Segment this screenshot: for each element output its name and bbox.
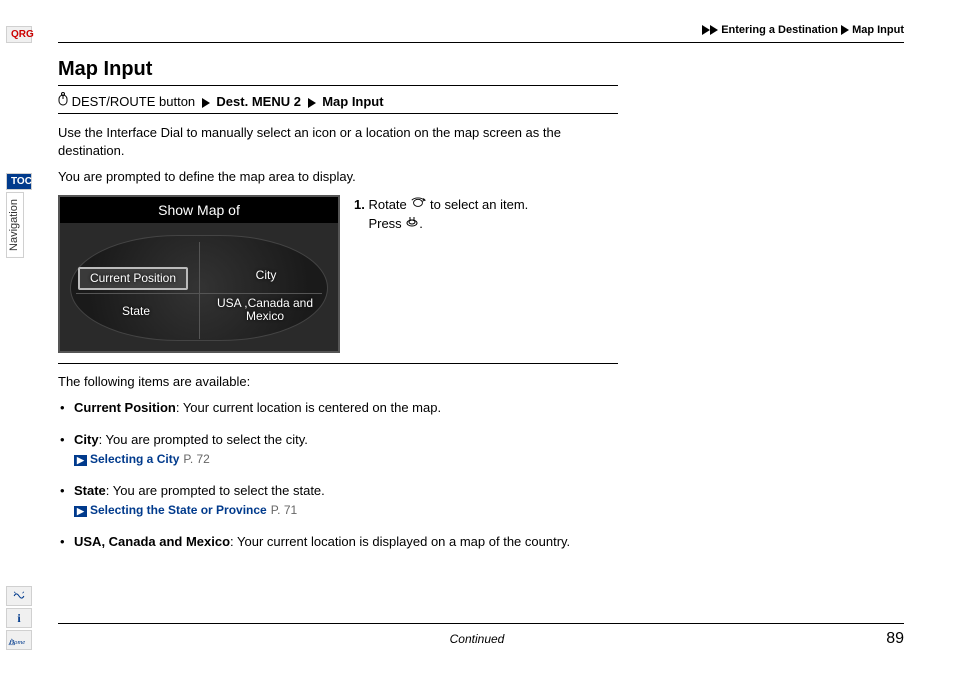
- tab-toc[interactable]: TOC: [6, 173, 32, 190]
- link-arrow-icon: ▶: [74, 506, 87, 517]
- breadcrumb-2: Map Input: [852, 24, 904, 36]
- rule: [58, 85, 618, 86]
- rule-bottom: [58, 623, 904, 624]
- rotate-dial-icon: [410, 195, 426, 214]
- rule: [58, 113, 618, 114]
- device-screenshot: Show Map of Current Position City State …: [58, 195, 340, 353]
- list-item: City: You are prompted to select the cit…: [74, 431, 638, 468]
- info-icon[interactable]: i: [6, 608, 32, 628]
- tri-icon: [308, 98, 316, 109]
- cell-current-position: Current Position: [78, 267, 188, 290]
- list-item: State: You are prompted to select the st…: [74, 482, 638, 519]
- cell-city: City: [216, 269, 316, 282]
- item-text: : Your current location is displayed on …: [230, 534, 570, 549]
- ref-selecting-city[interactable]: ▶Selecting a City P. 72: [74, 451, 638, 468]
- ref-title: Selecting the State or Province: [90, 503, 267, 517]
- ref-title: Selecting a City: [90, 452, 179, 466]
- divider: [76, 293, 322, 294]
- intro-1: Use the Interface Dial to manually selec…: [58, 124, 618, 160]
- cell-state: State: [96, 305, 176, 318]
- screenshot-title: Show Map of: [60, 197, 338, 223]
- item-label: Current Position: [74, 400, 176, 415]
- item-text: : Your current location is centered on t…: [176, 400, 441, 415]
- step-1: 1. Rotate to select an item. Press .: [354, 195, 904, 353]
- step-text: Rotate: [368, 197, 410, 212]
- breadcrumb-1: Entering a Destination: [721, 24, 838, 36]
- item-label: City: [74, 432, 99, 447]
- list-item: Current Position: Your current location …: [74, 399, 638, 417]
- link-arrow-icon: ▶: [74, 455, 87, 466]
- voice-icon[interactable]: [6, 586, 32, 606]
- rule-top: [58, 42, 904, 43]
- ref-page: P. 71: [271, 503, 297, 517]
- item-label: USA, Canada and Mexico: [74, 534, 230, 549]
- svg-text:Home: Home: [8, 639, 25, 646]
- intro-2: You are prompted to define the map area …: [58, 168, 618, 186]
- tab-qrg[interactable]: QRG: [6, 26, 32, 43]
- path-button: DEST/ROUTE button: [72, 94, 196, 109]
- press-dial-icon: [405, 214, 419, 233]
- step-text: to select an item.: [426, 197, 528, 212]
- home-icon[interactable]: Home: [6, 630, 32, 650]
- step-text: .: [419, 216, 423, 231]
- item-text: : You are prompted to select the city.: [99, 432, 308, 447]
- path-step3: Map Input: [322, 94, 383, 109]
- step-text: Press: [368, 216, 405, 231]
- tri-icon: [841, 24, 849, 36]
- tri-icon: [202, 98, 210, 109]
- tri-icon: [710, 24, 718, 36]
- dest-button-icon: [58, 94, 72, 109]
- tab-navigation[interactable]: Navigation: [6, 192, 24, 258]
- page-number: 89: [886, 630, 904, 648]
- page-title: Map Input: [58, 58, 904, 81]
- list-item: USA, Canada and Mexico: Your current loc…: [74, 533, 638, 551]
- available-intro: The following items are available:: [58, 374, 904, 389]
- breadcrumb: Entering a Destination Map Input: [702, 24, 904, 36]
- continued-label: Continued: [450, 632, 505, 646]
- path-step2: Dest. MENU 2: [216, 94, 301, 109]
- rule: [58, 363, 618, 364]
- step-num: 1.: [354, 197, 365, 212]
- nav-path: DEST/ROUTE button Dest. MENU 2 Map Input: [58, 92, 904, 109]
- divider: [199, 242, 200, 339]
- cell-usa: USA ,Canada and Mexico: [210, 297, 320, 323]
- tri-icon: [702, 24, 710, 36]
- ref-page: P. 72: [183, 452, 209, 466]
- item-text: : You are prompted to select the state.: [106, 483, 325, 498]
- item-label: State: [74, 483, 106, 498]
- ref-selecting-state[interactable]: ▶Selecting the State or Province P. 71: [74, 502, 638, 519]
